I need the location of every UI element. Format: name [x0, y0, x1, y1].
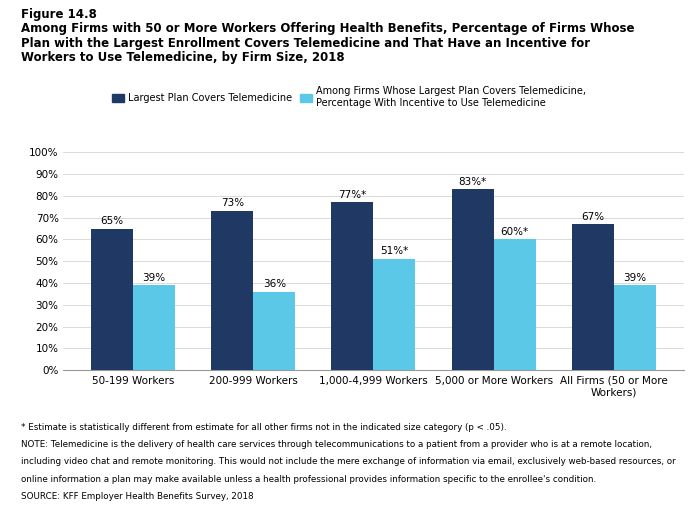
Bar — [133, 285, 175, 370]
Text: Plan with the Largest Enrollment Covers Telemedicine and That Have an Incentive : Plan with the Largest Enrollment Covers … — [21, 37, 590, 50]
Text: 77%*: 77%* — [339, 190, 366, 200]
Bar — [452, 190, 493, 370]
Text: 36%: 36% — [262, 279, 286, 289]
Bar — [91, 228, 133, 370]
Text: 39%: 39% — [142, 272, 165, 282]
Text: SOURCE: KFF Employer Health Benefits Survey, 2018: SOURCE: KFF Employer Health Benefits Sur… — [21, 492, 253, 501]
Text: 73%: 73% — [221, 198, 244, 208]
Text: * Estimate is statistically different from estimate for all other firms not in t: * Estimate is statistically different fr… — [21, 423, 507, 432]
Text: 67%: 67% — [581, 212, 604, 222]
Text: 39%: 39% — [623, 272, 646, 282]
Text: 51%*: 51%* — [380, 246, 408, 256]
Bar — [572, 224, 614, 370]
Bar — [614, 285, 656, 370]
Text: Workers to Use Telemedicine, by Firm Size, 2018: Workers to Use Telemedicine, by Firm Siz… — [21, 51, 345, 65]
Text: NOTE: Telemedicine is the delivery of health care services through telecommunica: NOTE: Telemedicine is the delivery of he… — [21, 440, 652, 449]
Text: 83%*: 83%* — [459, 177, 487, 187]
Text: online information a plan may make available unless a health professional provid: online information a plan may make avail… — [21, 475, 596, 484]
Bar — [253, 292, 295, 370]
Text: Among Firms with 50 or More Workers Offering Health Benefits, Percentage of Firm: Among Firms with 50 or More Workers Offe… — [21, 22, 634, 35]
Text: 65%: 65% — [101, 216, 124, 226]
Text: 60%*: 60%* — [500, 227, 528, 237]
Text: Figure 14.8: Figure 14.8 — [21, 8, 97, 21]
Bar — [373, 259, 415, 370]
Bar — [493, 239, 535, 370]
Legend: Largest Plan Covers Telemedicine, Among Firms Whose Largest Plan Covers Telemedi: Largest Plan Covers Telemedicine, Among … — [112, 86, 586, 108]
Bar — [211, 211, 253, 370]
Text: including video chat and remote monitoring. This would not include the mere exch: including video chat and remote monitori… — [21, 457, 676, 466]
Bar — [332, 202, 373, 370]
